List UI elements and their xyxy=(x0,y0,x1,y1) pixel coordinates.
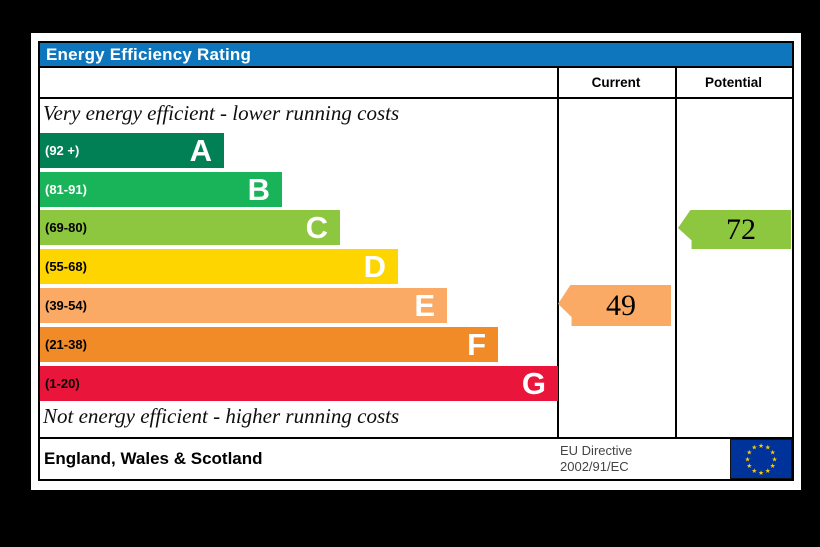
svg-text:★: ★ xyxy=(751,467,757,475)
svg-text:★: ★ xyxy=(770,462,776,470)
svg-text:★: ★ xyxy=(746,449,752,457)
band-bar-c: (69-80) C xyxy=(40,210,340,245)
column-header-potential: Potential xyxy=(704,75,762,90)
svg-text:★: ★ xyxy=(751,444,757,452)
band-range-label: (1-20) xyxy=(45,376,80,391)
band-letter: E xyxy=(414,288,435,323)
column-header-current: Current xyxy=(591,75,641,90)
column-header-row: Current Potential xyxy=(40,68,792,99)
band-letter: A xyxy=(189,133,212,168)
band-bar-f: (21-38) F xyxy=(40,327,498,362)
top-note: Very energy efficient - lower running co… xyxy=(43,101,400,125)
band-range-label: (39-54) xyxy=(45,298,87,313)
svg-text:★: ★ xyxy=(770,449,776,457)
current-rating-arrow: 49 xyxy=(558,285,671,326)
band-letter: C xyxy=(305,210,328,245)
band-range-label: (69-80) xyxy=(45,220,87,235)
epc-chart: Energy Efficiency Rating Current Potenti… xyxy=(31,33,801,490)
potential-column-divider xyxy=(675,68,677,439)
svg-text:★: ★ xyxy=(745,455,751,463)
eu-flag: ★ ★ ★ ★ ★ ★ ★ ★ ★ ★ ★ ★ xyxy=(730,439,792,479)
current-column-divider xyxy=(557,68,559,439)
band-letter: D xyxy=(363,249,386,284)
band-range-label: (21-38) xyxy=(45,337,87,352)
svg-text:★: ★ xyxy=(758,442,764,450)
bottom-note: Not energy efficient - higher running co… xyxy=(43,404,400,428)
band-bar-b: (81-91) B xyxy=(40,172,282,207)
eu-directive-line2: 2002/91/EC xyxy=(560,459,629,474)
band-range-label: (92 +) xyxy=(45,143,80,158)
band-range-label: (55-68) xyxy=(45,259,87,274)
footer-row: England, Wales & Scotland EU Directive 2… xyxy=(40,439,792,479)
eu-directive-text: EU Directive 2002/91/EC xyxy=(560,443,632,475)
band-letter: B xyxy=(247,172,270,207)
band-bar-e: (39-54) E xyxy=(40,288,447,323)
eu-flag-stars: ★ ★★★★★★★★★★★ xyxy=(745,442,778,477)
band-letter: F xyxy=(467,327,486,362)
band-bar-d: (55-68) D xyxy=(40,249,398,284)
svg-text:★: ★ xyxy=(758,469,764,477)
potential-rating-value: 72 xyxy=(726,212,756,246)
band-letter: G xyxy=(521,366,546,401)
svg-text:★: ★ xyxy=(765,444,771,452)
potential-rating-arrow: 72 xyxy=(678,210,791,249)
eu-directive-line1: EU Directive xyxy=(560,443,633,458)
band-bar-a: (92 +) A xyxy=(40,133,224,168)
band-range-label: (81-91) xyxy=(45,182,87,197)
epc-table: Energy Efficiency Rating Current Potenti… xyxy=(38,41,794,481)
current-rating-value: 49 xyxy=(606,288,636,322)
svg-text:★: ★ xyxy=(746,462,752,470)
footer-region-label: England, Wales & Scotland xyxy=(44,449,263,468)
svg-text:★: ★ xyxy=(765,467,771,475)
chart-title: Energy Efficiency Rating xyxy=(46,45,252,64)
rating-scale-area: Very energy efficient - lower running co… xyxy=(40,99,792,439)
band-bar-g: (1-20) G xyxy=(40,366,558,401)
chart-title-bar: Energy Efficiency Rating xyxy=(40,43,792,68)
svg-text:★: ★ xyxy=(772,455,778,463)
